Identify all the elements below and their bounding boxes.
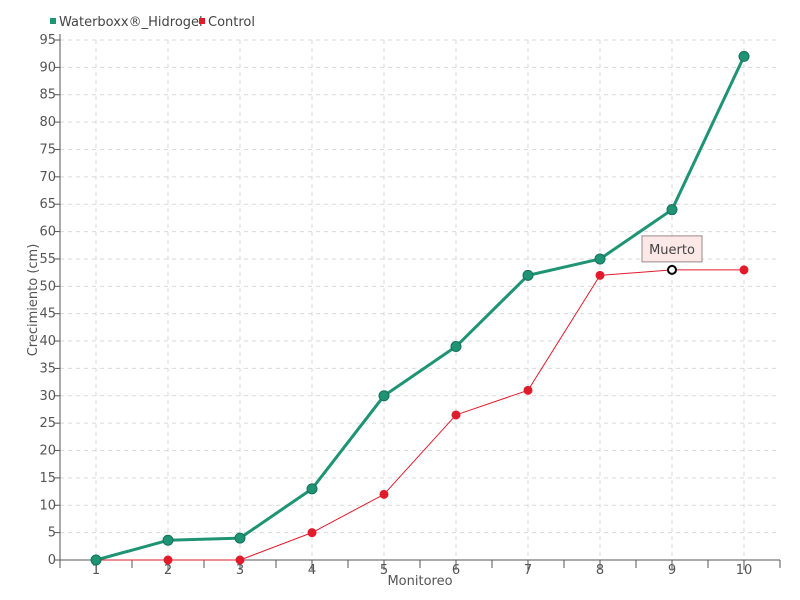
data-point-waterboxx bbox=[594, 253, 606, 265]
series-line-control bbox=[96, 269, 744, 561]
data-point-control bbox=[739, 265, 749, 275]
x-axis-title: Monitoreo bbox=[387, 574, 452, 589]
y-tick-label: 45 bbox=[39, 307, 56, 322]
data-point-waterboxx bbox=[234, 532, 246, 544]
legend-swatch-waterboxx bbox=[50, 18, 56, 24]
data-point-waterboxx bbox=[666, 204, 678, 216]
data-point-control bbox=[667, 264, 677, 275]
x-tick-label: 5 bbox=[380, 563, 388, 578]
data-point-waterboxx bbox=[378, 390, 390, 402]
data-point-waterboxx bbox=[306, 483, 318, 495]
x-tick-label: 3 bbox=[236, 563, 244, 578]
y-tick-label: 25 bbox=[39, 416, 56, 431]
x-tick-label: 6 bbox=[452, 563, 460, 578]
y-tick-label: 75 bbox=[39, 142, 56, 157]
x-tick-label: 7 bbox=[524, 563, 532, 578]
y-tick-label: 30 bbox=[39, 389, 56, 404]
x-tick-label: 9 bbox=[668, 563, 676, 578]
data-point-control bbox=[595, 270, 605, 280]
y-tick-label: 10 bbox=[39, 498, 56, 513]
data-points bbox=[90, 50, 750, 566]
y-tick-label: 20 bbox=[39, 444, 56, 459]
y-axis-title: Crecimiento (cm) bbox=[26, 244, 41, 357]
y-tick-label: 40 bbox=[39, 334, 56, 349]
x-tick-label: 4 bbox=[308, 563, 316, 578]
y-tick-label: 5 bbox=[48, 526, 56, 541]
y-tick-label: 65 bbox=[39, 197, 56, 212]
y-tick-label: 70 bbox=[39, 170, 56, 185]
legend: Waterboxx®_Hidrogel Control bbox=[50, 15, 255, 30]
x-tick-label: 2 bbox=[164, 563, 172, 578]
legend-swatch-control bbox=[199, 18, 205, 24]
x-tick-labels: 1 2 3 4 5 6 7 8 9 10 bbox=[92, 563, 752, 578]
data-point-waterboxx bbox=[90, 554, 102, 566]
y-tick-label: 15 bbox=[39, 471, 56, 486]
y-tick-label: 60 bbox=[39, 225, 56, 240]
series-lines bbox=[95, 55, 746, 562]
y-tick-label: 50 bbox=[39, 279, 56, 294]
data-point-control bbox=[307, 528, 317, 538]
x-tick-label: 10 bbox=[736, 563, 753, 578]
tooltip-label: Muerto bbox=[649, 243, 695, 258]
x-tick-label: 8 bbox=[596, 563, 604, 578]
y-tick-label: 35 bbox=[39, 361, 56, 376]
data-point-control bbox=[523, 385, 533, 395]
data-point-waterboxx bbox=[738, 50, 750, 62]
data-point-waterboxx bbox=[162, 534, 174, 546]
x-tick-label: 1 bbox=[92, 563, 100, 578]
legend-label-control: Control bbox=[208, 15, 255, 30]
grid-lines bbox=[60, 39, 780, 560]
y-tick-label: 90 bbox=[39, 60, 56, 75]
y-tick-label: 95 bbox=[39, 33, 56, 48]
y-tick-label: 85 bbox=[39, 88, 56, 103]
y-tick-label: 80 bbox=[39, 115, 56, 130]
y-tick-label: 55 bbox=[39, 252, 56, 267]
axes bbox=[55, 34, 781, 570]
y-tick-labels: 0 5 10 15 20 25 30 35 40 45 50 55 60 65 70 75 80 85 90 95 bbox=[39, 33, 56, 568]
y-tick-label: 0 bbox=[48, 553, 56, 568]
data-point-control bbox=[235, 555, 245, 565]
data-point-waterboxx bbox=[450, 341, 462, 353]
series-line-waterboxx bbox=[95, 55, 746, 562]
data-point-control bbox=[163, 555, 173, 565]
data-point-control bbox=[451, 410, 461, 420]
annotation-tooltip: Muerto bbox=[641, 235, 703, 263]
tooltip-box bbox=[641, 235, 703, 263]
data-point-control bbox=[379, 489, 389, 499]
legend-label-waterboxx: Waterboxx®_Hidrogel bbox=[59, 15, 203, 30]
data-point-waterboxx bbox=[522, 269, 534, 281]
